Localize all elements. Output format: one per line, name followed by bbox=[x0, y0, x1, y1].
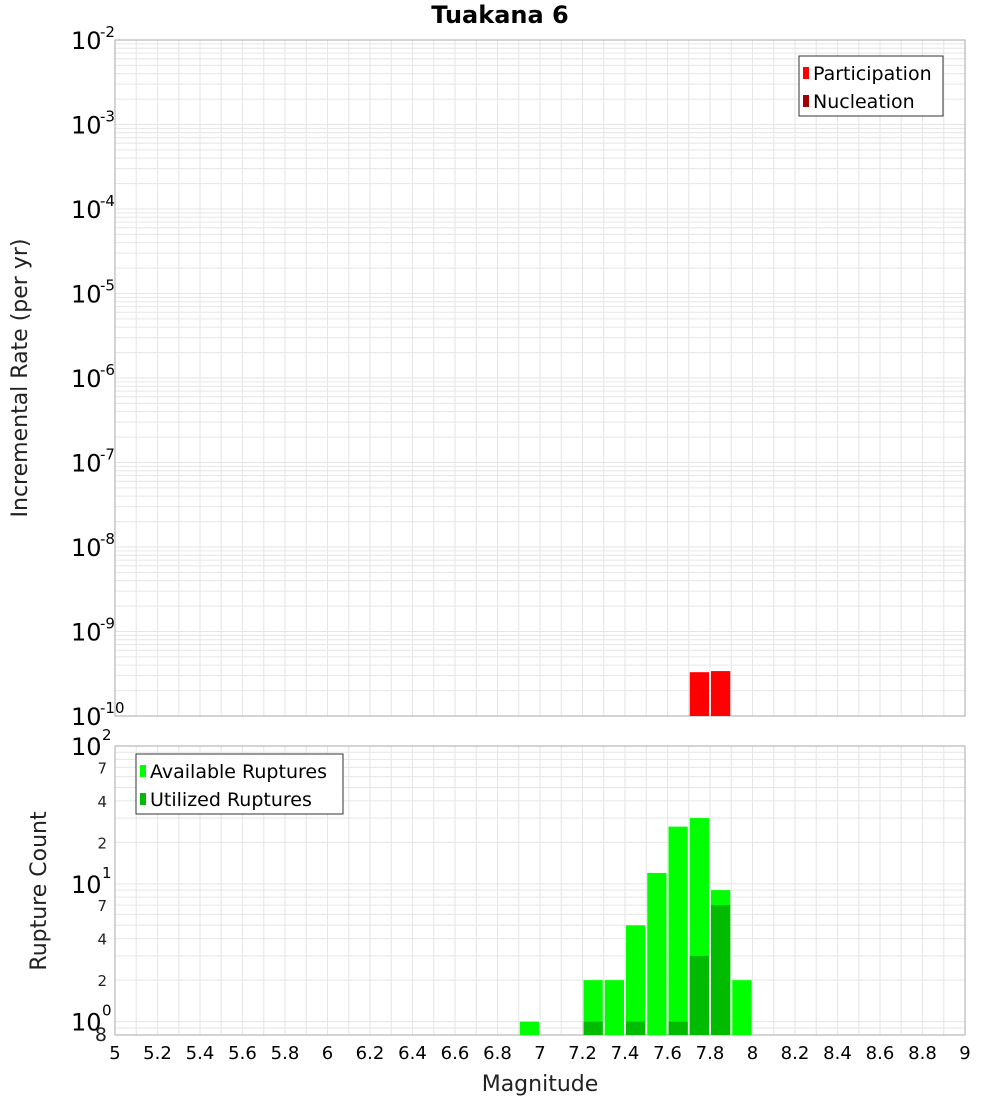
y-tick-exponent: 1 bbox=[102, 864, 112, 882]
available-bar bbox=[732, 980, 752, 1035]
x-tick-label: 5.4 bbox=[186, 1043, 215, 1064]
rate-legend bbox=[798, 55, 944, 117]
utilized-bar bbox=[583, 1021, 603, 1035]
available-bar bbox=[604, 980, 624, 1035]
x-tick-label: 5.2 bbox=[143, 1043, 172, 1064]
y-tick-label: 10 bbox=[71, 112, 102, 140]
legend-swatch bbox=[140, 793, 146, 805]
x-tick-label: 7.2 bbox=[568, 1043, 597, 1064]
y-minor-tick-label: 8 bbox=[95, 1024, 107, 1046]
utilized-bar bbox=[711, 905, 731, 1035]
utilized-bar bbox=[668, 1021, 688, 1035]
available-bar bbox=[519, 1021, 539, 1035]
x-axis-label: Magnitude bbox=[482, 1072, 599, 1097]
y-tick-exponent: -9 bbox=[100, 615, 115, 633]
available-bar bbox=[626, 925, 646, 1035]
available-bar bbox=[647, 872, 667, 1035]
y-minor-tick-label: 4 bbox=[97, 793, 107, 811]
y-tick-exponent: -3 bbox=[100, 108, 115, 126]
x-tick-label: 8.8 bbox=[908, 1043, 937, 1064]
legend-label: Utilized Ruptures bbox=[150, 789, 312, 811]
x-tick-label: 6.2 bbox=[356, 1043, 385, 1064]
y-tick-label: 10 bbox=[71, 27, 102, 55]
y-minor-tick-label: 7 bbox=[97, 897, 107, 915]
y-tick-label: 10 bbox=[71, 619, 102, 647]
legend-label: Nucleation bbox=[813, 91, 915, 113]
x-tick-label: 6.4 bbox=[398, 1043, 427, 1064]
y-tick-exponent: 2 bbox=[102, 726, 112, 744]
bottom-y-axis-label: Rupture Count bbox=[27, 811, 52, 971]
y-minor-tick-label: 2 bbox=[97, 834, 107, 852]
y-tick-exponent: -10 bbox=[100, 699, 125, 717]
y-tick-label: 10 bbox=[71, 1009, 102, 1037]
legend-label: Available Ruptures bbox=[150, 761, 327, 783]
y-tick-label: 10 bbox=[71, 703, 102, 731]
x-tick-label: 7 bbox=[534, 1043, 545, 1064]
x-tick-label: 8.4 bbox=[823, 1043, 852, 1064]
x-tick-label: 6.8 bbox=[483, 1043, 512, 1064]
legend-label: Participation bbox=[813, 63, 932, 85]
x-tick-label: 7.4 bbox=[611, 1043, 640, 1064]
x-tick-label: 6.6 bbox=[441, 1043, 470, 1064]
y-tick-label: 10 bbox=[71, 196, 102, 224]
participation-bar bbox=[689, 672, 709, 716]
y-tick-exponent: -6 bbox=[100, 361, 115, 379]
legend-swatch bbox=[803, 67, 809, 79]
x-tick-label: 8.2 bbox=[781, 1043, 810, 1064]
count-legend bbox=[135, 753, 344, 815]
y-tick-label: 10 bbox=[71, 733, 102, 761]
y-tick-label: 10 bbox=[71, 871, 102, 899]
rate-plot-frame bbox=[114, 39, 966, 717]
legend-swatch bbox=[803, 95, 809, 107]
y-tick-label: 10 bbox=[71, 450, 102, 478]
available-bar bbox=[668, 826, 688, 1035]
y-minor-tick-label: 4 bbox=[97, 931, 107, 949]
y-tick-label: 10 bbox=[71, 281, 102, 309]
y-tick-exponent: -2 bbox=[100, 23, 115, 41]
utilized-bar bbox=[689, 955, 709, 1035]
participation-bar bbox=[711, 671, 731, 716]
x-tick-label: 8 bbox=[747, 1043, 758, 1064]
x-tick-label: 5 bbox=[109, 1043, 120, 1064]
y-tick-exponent: 0 bbox=[102, 1002, 112, 1020]
y-tick-label: 10 bbox=[71, 365, 102, 393]
count-plot-frame bbox=[114, 745, 966, 1036]
chart-title: Tuakana 6 bbox=[431, 1, 569, 29]
utilized-bar bbox=[626, 1021, 646, 1035]
top-y-axis-label: Incremental Rate (per yr) bbox=[8, 239, 33, 518]
y-tick-exponent: -7 bbox=[100, 446, 115, 464]
legend-swatch bbox=[140, 765, 146, 777]
x-tick-label: 7.6 bbox=[653, 1043, 682, 1064]
y-tick-label: 10 bbox=[71, 534, 102, 562]
y-minor-tick-label: 2 bbox=[97, 972, 107, 990]
x-tick-label: 5.8 bbox=[271, 1043, 300, 1064]
rate-panel: 10-1010-910-810-710-610-510-410-310-2Par… bbox=[71, 23, 966, 731]
y-tick-exponent: -4 bbox=[100, 192, 115, 210]
x-tick-label: 9 bbox=[959, 1043, 970, 1064]
y-minor-tick-label: 7 bbox=[97, 759, 107, 777]
y-tick-exponent: -8 bbox=[100, 530, 115, 548]
x-tick-label: 5.6 bbox=[228, 1043, 257, 1064]
available-bar bbox=[583, 980, 603, 1035]
x-tick-label: 7.8 bbox=[696, 1043, 725, 1064]
x-tick-label: 8.6 bbox=[866, 1043, 895, 1064]
y-tick-exponent: -5 bbox=[100, 277, 115, 295]
x-tick-label: 6 bbox=[322, 1043, 333, 1064]
